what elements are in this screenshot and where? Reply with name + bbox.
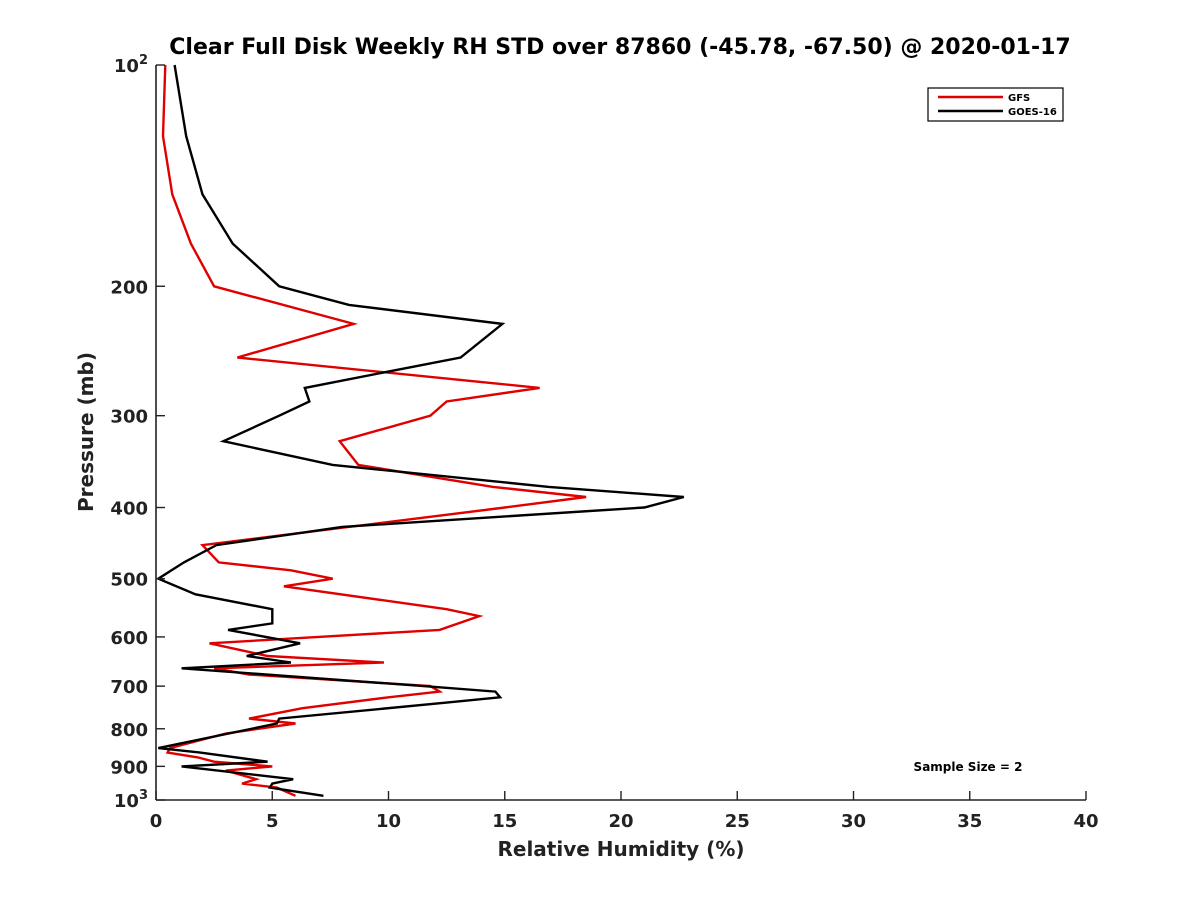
x-axis-label: Relative Humidity (%) bbox=[497, 837, 744, 861]
x-tick-label: 40 bbox=[1073, 811, 1098, 832]
y-tick-label: 700 bbox=[110, 677, 148, 698]
sample-size-annotation: Sample Size = 2 bbox=[914, 760, 1023, 774]
y-tick-label: 200 bbox=[110, 277, 148, 298]
x-axis-ticks: 0 5 10 15 20 25 30 35 40 bbox=[150, 791, 1099, 832]
y-tick-label: 400 bbox=[110, 499, 148, 520]
y-tick-label: 800 bbox=[110, 720, 148, 741]
plot-series bbox=[155, 64, 685, 797]
legend-label-goes16: GOES-16 bbox=[1008, 107, 1057, 118]
y-tick-label: 300 bbox=[110, 407, 148, 428]
legend-box bbox=[927, 87, 1064, 122]
y-axis-label: Pressure (mb) bbox=[74, 352, 98, 512]
legend: GFS GOES-16 bbox=[927, 87, 1064, 122]
y-tick-label: 500 bbox=[110, 570, 148, 591]
x-tick-label: 0 bbox=[150, 811, 163, 832]
y-tick-label: 102 bbox=[114, 53, 148, 77]
x-tick-label: 30 bbox=[841, 811, 866, 832]
y-tick-label: 900 bbox=[110, 757, 148, 778]
series-line-gfs bbox=[161, 64, 587, 797]
x-tick-label: 15 bbox=[492, 811, 517, 832]
x-tick-label: 20 bbox=[608, 811, 633, 832]
legend-label-gfs: GFS bbox=[1008, 93, 1030, 104]
x-tick-label: 5 bbox=[266, 811, 279, 832]
chart-title: Clear Full Disk Weekly RH STD over 87860… bbox=[169, 35, 1070, 60]
y-tick-label: 600 bbox=[110, 628, 148, 649]
y-axis-ticks: 102 200 300 400 500 600 700 800 900 103 bbox=[110, 53, 165, 812]
x-tick-label: 35 bbox=[957, 811, 982, 832]
x-tick-label: 10 bbox=[376, 811, 401, 832]
series-line-goes16 bbox=[155, 64, 685, 797]
y-tick-label: 103 bbox=[114, 788, 148, 812]
x-tick-label: 25 bbox=[725, 811, 750, 832]
